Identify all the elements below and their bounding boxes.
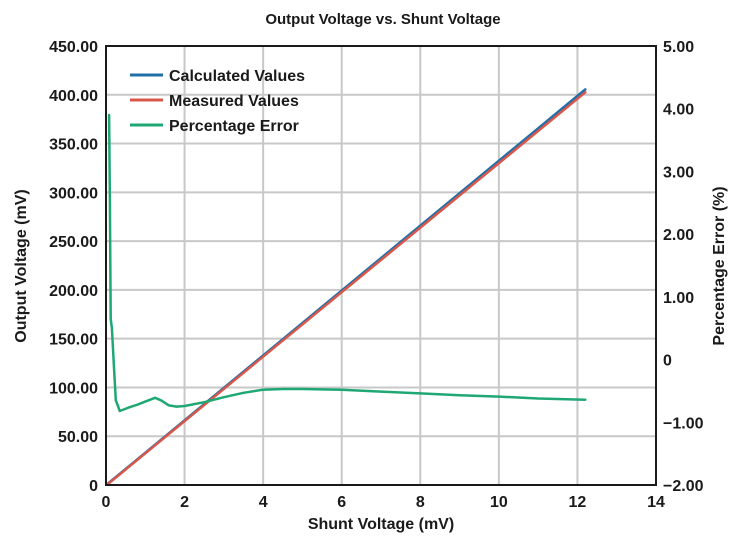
y-tick-label: 150.00	[49, 332, 98, 349]
y2-tick-label: 0	[663, 353, 672, 370]
x-tick-labels: 0 2 4 6 8 10 12 14	[102, 494, 665, 511]
y2-tick-label: −2.00	[663, 478, 704, 495]
legend: Calculated Values Measured Values Percenta…	[130, 68, 305, 135]
plot-frame	[105, 45, 657, 486]
legend-label-calculated-values: Calculated Values	[169, 68, 305, 85]
legend-label-measured-values: Measured Values	[169, 93, 299, 110]
y2-axis-label: Percentage Error (%)	[711, 186, 728, 345]
y2-tick-label: −1.00	[663, 415, 704, 432]
y-tick-label: 0	[89, 478, 98, 495]
y-tick-label: 100.00	[49, 380, 98, 397]
y-tick-labels: 0 50.00 100.00 150.00 200.00 250.00 300.00 350.…	[49, 39, 98, 495]
y-axis-label: Output Voltage (mV)	[13, 189, 30, 342]
x-tick-label: 12	[569, 494, 587, 511]
x-tick-label: 14	[647, 494, 665, 511]
y2-tick-label: 1.00	[663, 290, 694, 307]
legend-label-percentage-error: Percentage Error	[169, 118, 299, 135]
y2-tick-label: 2.00	[663, 227, 694, 244]
x-tick-label: 0	[102, 494, 111, 511]
x-tick-label: 10	[490, 494, 508, 511]
series-line-measured-values	[106, 91, 587, 486]
x-axis-label: Shunt Voltage (mV)	[308, 516, 454, 533]
y-tick-label: 250.00	[49, 234, 98, 251]
chart-title: Output Voltage vs. Shunt Voltage	[265, 11, 500, 28]
x-tick-label: 8	[416, 494, 425, 511]
x-tick-label: 4	[259, 494, 268, 511]
y-tick-label: 50.00	[58, 429, 98, 446]
y-tick-label: 350.00	[49, 137, 98, 154]
y2-tick-labels: −2.00 −1.00 0 1.00 2.00 3.00 4.00 5.00	[663, 39, 704, 495]
y-tick-label: 200.00	[49, 283, 98, 300]
y-tick-label: 450.00	[49, 39, 98, 56]
x-tick-label: 2	[180, 494, 189, 511]
series-layer	[106, 88, 587, 486]
grid	[106, 46, 656, 485]
series-line-percentage-error	[107, 113, 587, 413]
x-tick-label: 6	[337, 494, 346, 511]
y-tick-label: 400.00	[49, 88, 98, 105]
y-tick-label: 300.00	[49, 185, 98, 202]
y2-tick-label: 4.00	[663, 102, 694, 119]
y2-tick-label: 3.00	[663, 164, 694, 181]
y2-tick-label: 5.00	[663, 39, 694, 56]
